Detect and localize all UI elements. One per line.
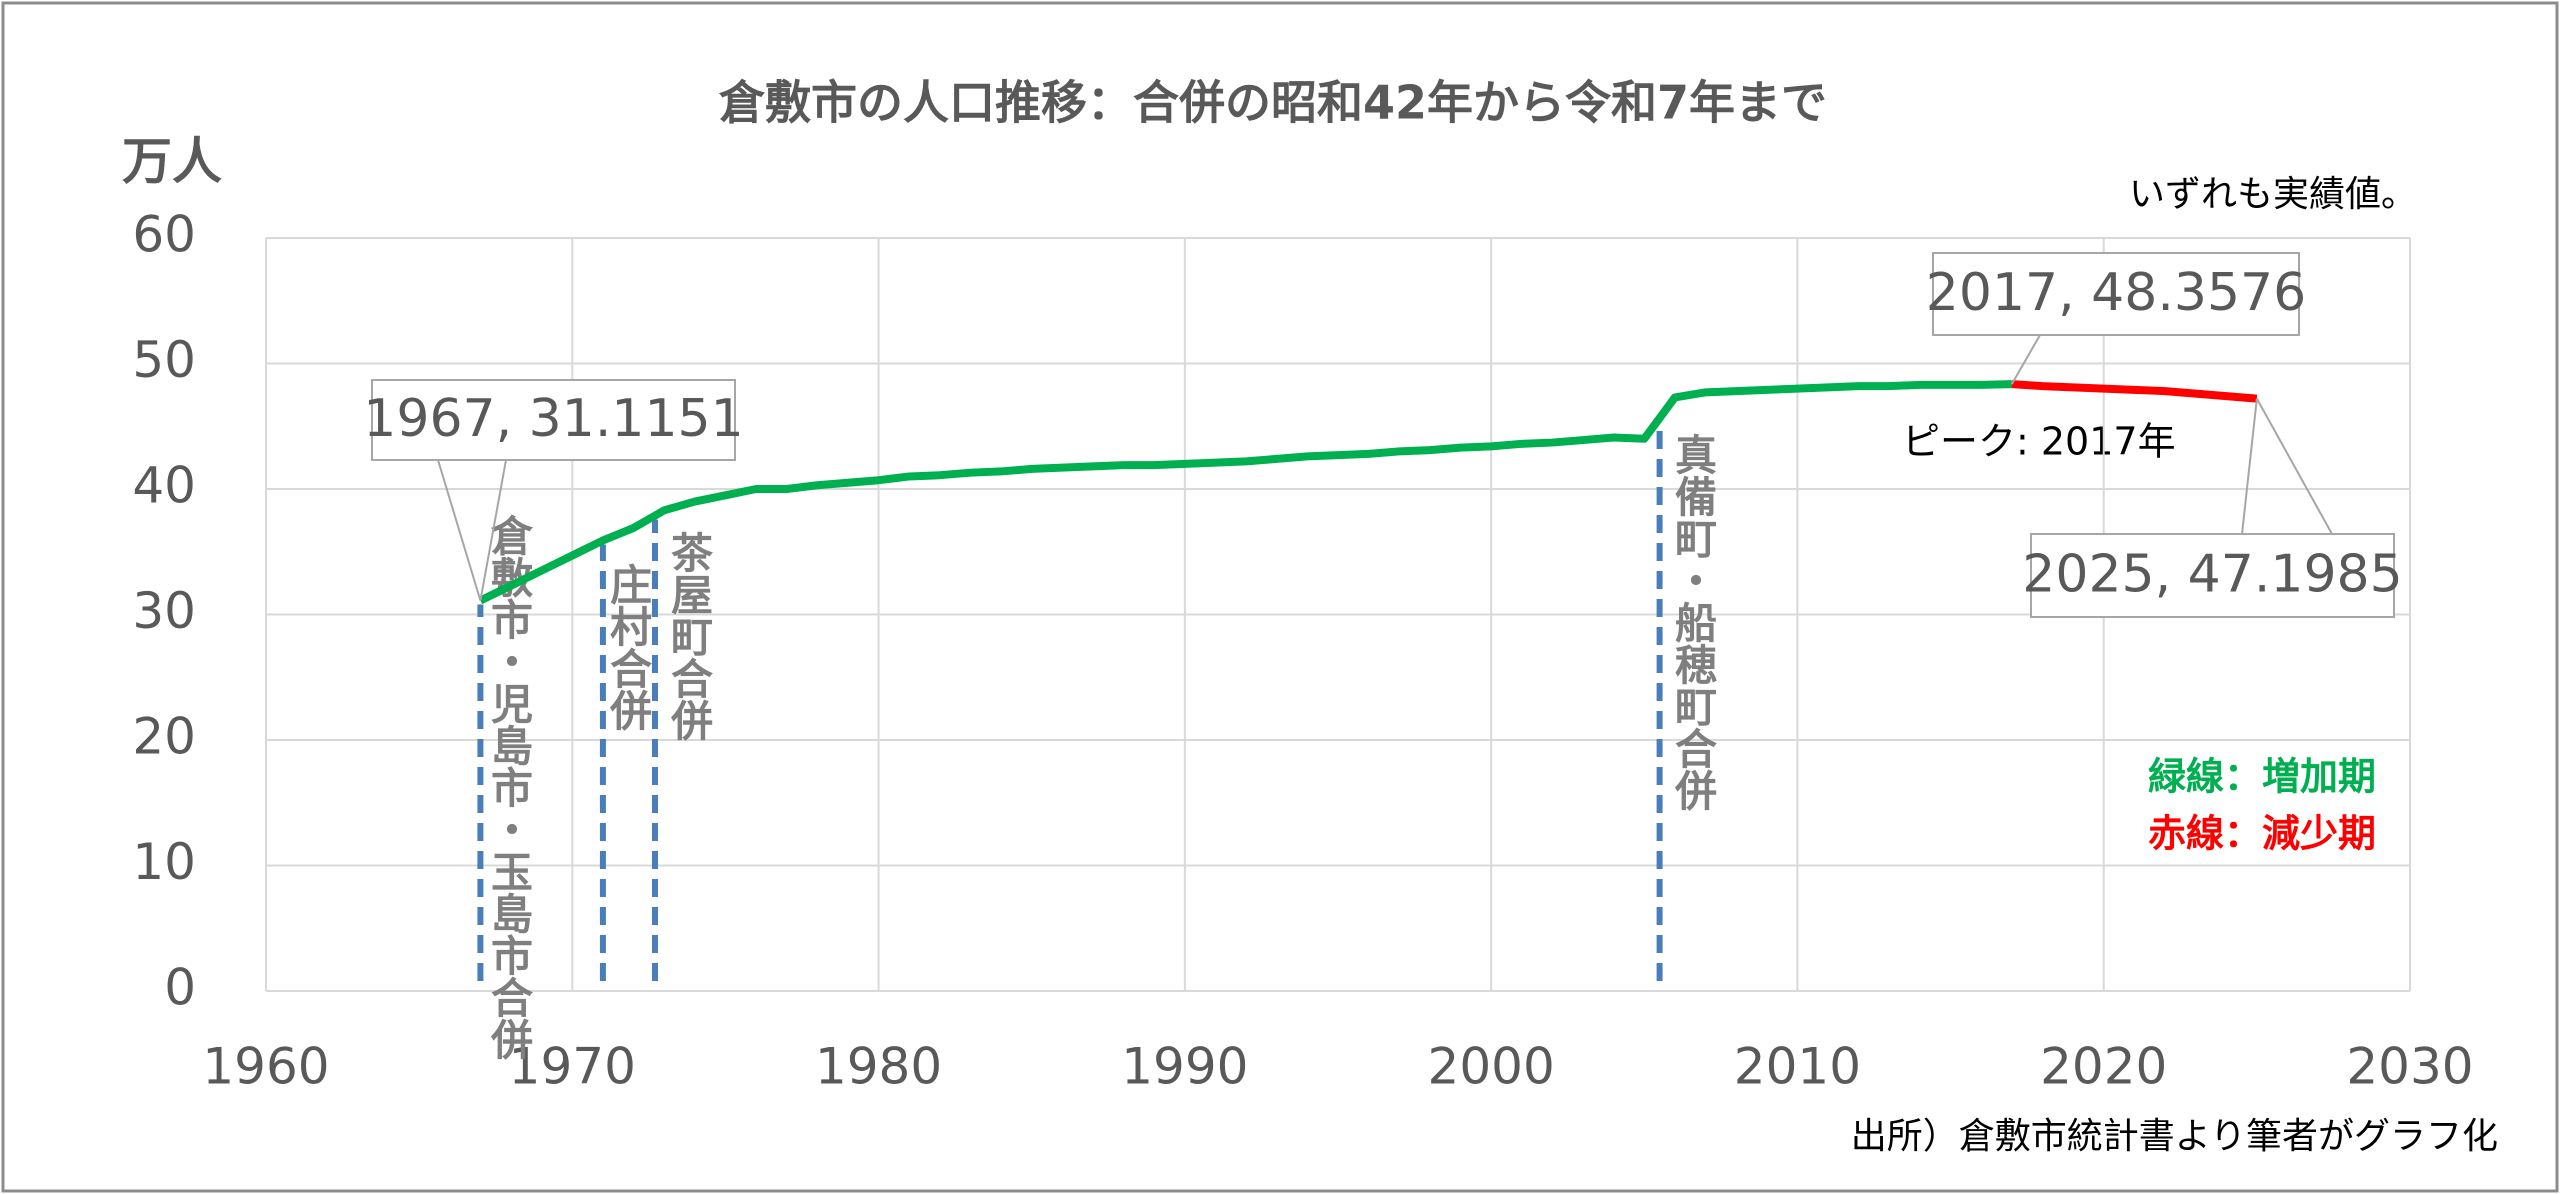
y-axis-label: 万人: [122, 133, 222, 191]
x-tick-label: 2000: [1428, 1038, 1555, 1096]
note: いずれも実績値。: [2129, 174, 2417, 215]
event-label: 倉敷市・児島市・玉島市合併: [485, 514, 534, 1061]
line-series: [2011, 380, 2258, 403]
callout-leader: [479, 459, 507, 601]
callout-label: 2017, 48.3576: [1926, 263, 2306, 323]
callout-box: [371, 379, 736, 461]
callout-box: [1932, 252, 2300, 336]
callout-leader: [2241, 398, 2258, 535]
y-tick-label: 30: [132, 582, 196, 640]
x-tick-label: 1970: [509, 1038, 636, 1096]
x-tick-label: 2030: [2346, 1038, 2473, 1096]
event-label: 真備町・船穂町合併: [1669, 433, 1718, 812]
chart-title: 倉敷市の人口推移：合併の昭和42年から令和7年まで: [718, 76, 1827, 130]
x-tick-label: 2010: [1734, 1038, 1861, 1096]
event-label: 庄村合併: [604, 563, 653, 732]
y-tick-label: 10: [132, 833, 196, 891]
source: 出所）倉敷市統計書より筆者がグラフ化: [1851, 1116, 2498, 1157]
callout-leader: [2010, 334, 2041, 385]
line-series: [478, 380, 2012, 605]
y-tick-label: 50: [132, 331, 196, 389]
callout-leader: [437, 459, 482, 601]
x-tick-label: 1990: [1121, 1038, 1248, 1096]
y-tick-label: 20: [132, 708, 196, 766]
x-tick-label: 1980: [815, 1038, 942, 1096]
callout-leader: [2255, 398, 2333, 535]
y-tick-label: 60: [132, 206, 196, 264]
legend-entry: 赤線：減少期: [2148, 812, 2376, 856]
x-tick-label: 2020: [2040, 1038, 2167, 1096]
callout-label: 1967, 31.1151: [363, 389, 743, 449]
y-tick-label: 40: [132, 457, 196, 515]
peak-label: ピーク: 2017年: [1902, 420, 2176, 464]
callout-box: [2030, 533, 2395, 618]
x-tick-label: 1960: [202, 1038, 329, 1096]
y-tick-label: 0: [164, 959, 196, 1017]
event-label: 茶屋町合併: [665, 531, 714, 742]
callout-label: 2025, 47.1985: [2022, 545, 2402, 605]
legend-entry: 緑線：増加期: [2148, 755, 2376, 799]
